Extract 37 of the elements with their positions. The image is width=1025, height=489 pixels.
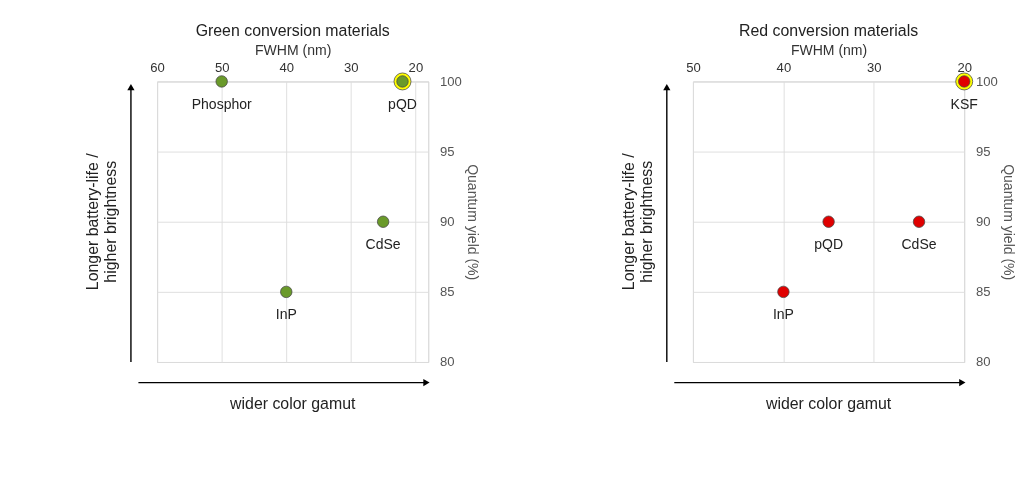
y-tick-label: 95 <box>975 143 991 159</box>
x-tick-label: 20 <box>408 59 424 75</box>
x-axis-title: FWHM (nm) <box>790 41 868 58</box>
text: wider color gamut <box>229 394 356 412</box>
text: wider color gamut <box>764 394 892 412</box>
annotation: CdSe <box>365 235 401 252</box>
annotation: InP <box>772 306 794 322</box>
x-tick-label: 40 <box>776 59 792 75</box>
annotation: KSF <box>950 95 978 112</box>
chart-title: Red conversion materials <box>739 21 919 39</box>
x-tick-label: 20 <box>957 59 972 75</box>
y-tick-label: 90 <box>975 213 991 229</box>
y-tick-label: 85 <box>440 284 455 300</box>
y-tick-label: 85 <box>975 284 991 300</box>
x-tick-label: 30 <box>344 59 359 75</box>
y-tick-label: 80 <box>975 354 991 370</box>
y-axis-title: Quantum yield (%) <box>465 164 482 281</box>
y-tick-label: 100 <box>975 73 998 89</box>
annotation: pQD <box>814 235 844 252</box>
annotation: CdSe <box>901 235 937 252</box>
annotation: InP <box>275 306 297 322</box>
x-tick-label: 40 <box>279 59 295 75</box>
annotation: pQD <box>388 95 417 112</box>
x-tick-label: 30 <box>867 59 882 75</box>
y-tick-label: 80 <box>440 354 455 370</box>
chart-title: Green conversion materials <box>195 21 390 39</box>
x-tick-label: 60 <box>150 59 165 75</box>
annotation: Phosphor <box>191 95 253 112</box>
text: Longer battery-life / higher brightness <box>620 152 655 291</box>
y-tick-label: 100 <box>440 73 462 89</box>
x-tick-label: 50 <box>686 59 701 75</box>
x-axis-title: FWHM (nm) <box>255 41 332 58</box>
y-tick-label: 90 <box>440 213 455 229</box>
y-axis-title: Quantum yield (%) <box>1001 164 1018 281</box>
y-tick-label: 95 <box>440 143 455 159</box>
text: Longer battery-life / higher brightness <box>84 152 119 291</box>
x-tick-label: 50 <box>214 59 230 75</box>
